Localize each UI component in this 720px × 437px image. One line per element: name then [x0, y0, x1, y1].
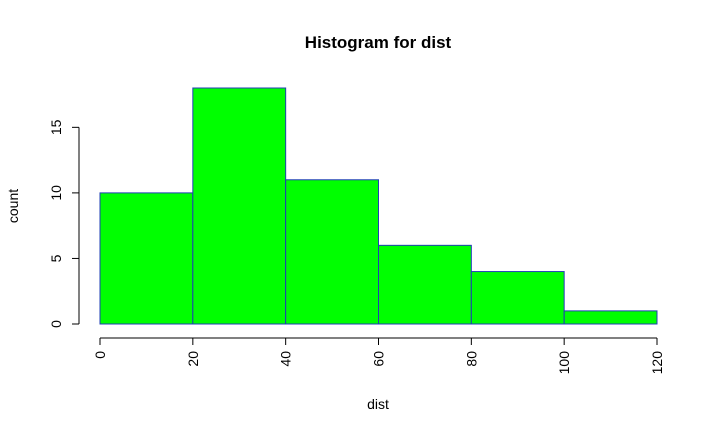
- x-tick-label: 60: [371, 351, 387, 367]
- histogram-bar: [285, 179, 379, 325]
- histogram-bar: [563, 310, 658, 325]
- y-tick-label: 0: [48, 320, 64, 328]
- x-axis: 0 20 40 60 80 100 120: [92, 337, 665, 375]
- x-axis-label: dist: [367, 396, 389, 412]
- x-tick-label: 100: [556, 351, 572, 375]
- y-tick-label: 5: [48, 254, 64, 262]
- y-axis: 0 5 10 15: [48, 119, 80, 328]
- histogram-bar: [470, 271, 565, 325]
- bars-group: [99, 87, 658, 325]
- x-tick-label: 120: [649, 351, 665, 375]
- histogram-bar: [99, 192, 194, 325]
- y-axis-label: count: [5, 189, 21, 223]
- chart-title: Histogram for dist: [305, 33, 452, 52]
- y-tick-label: 10: [48, 185, 64, 201]
- x-tick-label: 0: [92, 351, 108, 359]
- histogram-bar: [192, 87, 287, 325]
- histogram-bar: [378, 244, 472, 325]
- x-tick-label: 20: [185, 351, 201, 367]
- x-tick-label: 40: [278, 351, 294, 367]
- x-tick-label: 80: [463, 351, 479, 367]
- y-tick-label: 15: [48, 119, 64, 135]
